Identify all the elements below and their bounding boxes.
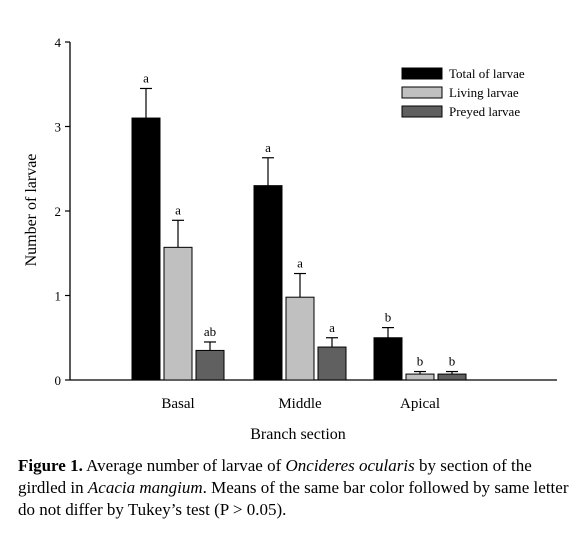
x-axis-label: Branch section xyxy=(250,426,346,443)
legend-label-living-larvae: Living larvae xyxy=(449,85,519,100)
legend-swatch-living-larvae xyxy=(401,86,443,99)
bar-preyed-larvae xyxy=(195,349,225,381)
y-tick-label: 4 xyxy=(55,35,62,50)
significance-letter: b xyxy=(417,354,424,369)
bar-total-of-larvae xyxy=(131,117,161,381)
caption-species: Oncideres ocularis xyxy=(285,456,415,475)
caption-text-3: . Means of the same bar color followed b… xyxy=(18,478,569,519)
legend-swatch-total-of-larvae xyxy=(401,67,443,80)
legend-label-preyed-larvae: Preyed larvae xyxy=(449,104,520,119)
bar-living-larvae xyxy=(163,246,193,381)
y-tick-label: 1 xyxy=(55,289,62,304)
y-axis-label: Number of larvae xyxy=(23,154,40,267)
caption-label: Figure 1. xyxy=(18,456,83,475)
bar-preyed-larvae xyxy=(437,373,467,381)
bar-preyed-larvae xyxy=(317,346,347,381)
legend-swatch-preyed-larvae xyxy=(401,105,443,118)
significance-letter: b xyxy=(449,354,456,369)
significance-letter: a xyxy=(265,140,271,155)
y-tick-label: 0 xyxy=(55,373,62,388)
caption-text-1: Average number of larvae of xyxy=(82,456,286,475)
caption-host: Acacia mangium xyxy=(87,478,203,497)
y-tick-label: 2 xyxy=(55,204,62,219)
significance-letter: a xyxy=(143,70,149,85)
x-tick-label-apical: Apical xyxy=(400,396,440,412)
bar-total-of-larvae xyxy=(253,185,283,381)
bar-chart: 0 1 2 3 4 a a ab Basal a a a Middle b b b Apical Total … xyxy=(23,35,557,443)
legend-label-total-of-larvae: Total of larvae xyxy=(449,66,525,81)
significance-letter: ab xyxy=(204,324,216,339)
significance-letter: a xyxy=(175,202,181,217)
significance-letter: a xyxy=(329,320,335,335)
x-tick-label-middle: Middle xyxy=(278,396,322,412)
x-tick-label-basal: Basal xyxy=(161,396,194,412)
significance-letter: a xyxy=(297,256,303,271)
bars: a a ab Basal a a a Middle b b b Apical xyxy=(131,70,467,412)
bar-living-larvae xyxy=(405,373,435,381)
bar-living-larvae xyxy=(285,296,315,381)
legend: Total of larvae Living larvae Preyed larva… xyxy=(401,66,525,119)
figure-caption: Figure 1. Average number of larvae of On… xyxy=(18,455,573,521)
bar-total-of-larvae xyxy=(373,337,403,381)
significance-letter: b xyxy=(385,310,392,325)
y-tick-label: 3 xyxy=(55,120,62,135)
caption-text-2: by section of the girdled in xyxy=(18,456,532,497)
